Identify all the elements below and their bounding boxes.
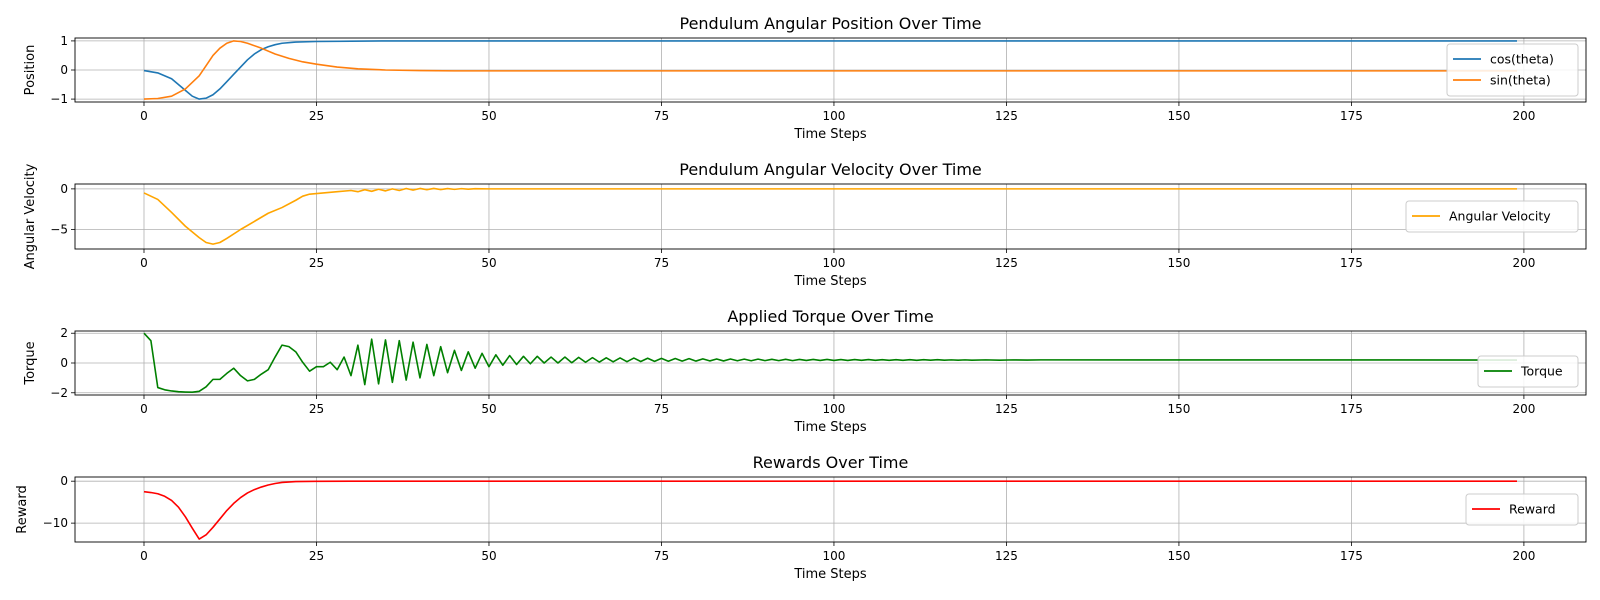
- x-tick-label: 125: [995, 549, 1018, 563]
- y-tick-label: 1: [60, 34, 68, 48]
- x-tick-label: 25: [309, 256, 324, 270]
- legend-box: [1477, 355, 1579, 388]
- x-tick-label: 75: [654, 109, 669, 123]
- grid: [75, 331, 1586, 395]
- x-tick-label: 150: [1167, 402, 1190, 416]
- legend: Reward: [1465, 493, 1579, 526]
- x-tick-label: 175: [1340, 109, 1363, 123]
- series-line-angular-velocity: [143, 187, 1517, 245]
- y-axis-label: Angular Velocity: [23, 163, 38, 269]
- y-tick-label: −10: [43, 516, 68, 530]
- y-tick-label: −5: [50, 223, 68, 237]
- x-tick-label: 25: [309, 109, 324, 123]
- chart-title: Rewards Over Time: [753, 453, 909, 472]
- series-line-cos-theta-: [143, 40, 1517, 100]
- y-tick-label: 2: [60, 326, 68, 340]
- x-tick-label: 200: [1512, 256, 1535, 270]
- legend: Angular Velocity: [1405, 200, 1579, 233]
- x-tick-label: 50: [481, 402, 496, 416]
- grid: [75, 38, 1586, 102]
- x-tick-label: 25: [309, 402, 324, 416]
- series-line-torque: [143, 332, 1518, 393]
- x-tick-label: 200: [1512, 549, 1535, 563]
- legend-entry: Torque: [1520, 364, 1563, 379]
- x-tick-label: 125: [995, 256, 1018, 270]
- y-tick-label: 0: [60, 474, 68, 488]
- subplot-3: 0 25 50 75 100 125 150 175 200 −2 0 2 Applied Torque…: [23, 307, 1587, 435]
- y-axis-label: Position: [23, 45, 38, 96]
- legend-box: [1446, 43, 1579, 97]
- chart-title: Pendulum Angular Velocity Over Time: [679, 160, 982, 179]
- x-axis-label: Time Steps: [793, 127, 867, 142]
- x-tick-label: 125: [995, 402, 1018, 416]
- legend-box: [1465, 493, 1579, 526]
- y-axis-label: Torque: [23, 341, 38, 385]
- x-axis-label: Time Steps: [793, 274, 867, 289]
- x-tick-label: 100: [822, 402, 845, 416]
- x-tick-label: 200: [1512, 109, 1535, 123]
- x-tick-label: 175: [1340, 402, 1363, 416]
- x-tick-label: 50: [481, 109, 496, 123]
- legend: cos(theta) sin(theta): [1446, 43, 1579, 97]
- x-axis-label: Time Steps: [793, 420, 867, 435]
- chart-title: Applied Torque Over Time: [727, 307, 933, 326]
- series-lines: [143, 332, 1518, 393]
- x-tick-label: 0: [140, 109, 148, 123]
- subplot-4: 0 25 50 75 100 125 150 175 200 −10 0 Rewards Over T…: [15, 453, 1587, 582]
- x-tick-label: 100: [822, 549, 845, 563]
- y-tick-label: 0: [60, 356, 68, 370]
- x-tick-label: 75: [654, 402, 669, 416]
- x-tick-label: 75: [654, 256, 669, 270]
- y-axis-label: Reward: [15, 485, 30, 533]
- x-tick-label: 175: [1340, 256, 1363, 270]
- axes-frame: [74, 183, 1587, 250]
- y-tick-label: −1: [50, 92, 68, 106]
- legend-entry: sin(theta): [1490, 73, 1551, 88]
- legend-box: [1405, 200, 1579, 233]
- subplot-1: 0 25 50 75 100 125 150 175 200 −1 0 1 Pendulum Angul…: [23, 14, 1587, 142]
- series-lines: [143, 480, 1517, 540]
- x-tick-label: 150: [1167, 549, 1190, 563]
- legend-entry: cos(theta): [1490, 52, 1554, 67]
- x-tick-label: 100: [822, 109, 845, 123]
- series-lines: [143, 40, 1517, 100]
- axes-frame: [74, 476, 1587, 543]
- x-tick-label: 100: [822, 256, 845, 270]
- x-tick-label: 175: [1340, 549, 1363, 563]
- legend-entry: Reward: [1509, 502, 1556, 517]
- x-tick-label: 0: [140, 256, 148, 270]
- y-tick-label: 0: [60, 63, 68, 77]
- x-tick-label: 200: [1512, 402, 1535, 416]
- grid: [75, 477, 1586, 542]
- x-tick-label: 0: [140, 549, 148, 563]
- x-tick-label: 50: [481, 256, 496, 270]
- y-tick-label: −2: [50, 386, 68, 400]
- x-tick-label: 150: [1167, 256, 1190, 270]
- y-tick-label: 0: [60, 182, 68, 196]
- chart-title: Pendulum Angular Position Over Time: [679, 14, 981, 33]
- subplot-2: 0 25 50 75 100 125 150 175 200 −5 0 Pendulum Angula…: [23, 160, 1587, 289]
- x-tick-label: 25: [309, 549, 324, 563]
- x-tick-label: 50: [481, 549, 496, 563]
- x-tick-label: 125: [995, 109, 1018, 123]
- x-tick-label: 75: [654, 549, 669, 563]
- series-line-reward: [143, 480, 1517, 540]
- series-lines: [143, 187, 1517, 245]
- x-tick-label: 150: [1167, 109, 1190, 123]
- x-axis-label: Time Steps: [793, 567, 867, 582]
- x-tick-label: 0: [140, 402, 148, 416]
- legend: Torque: [1477, 355, 1579, 388]
- series-line-sin-theta-: [143, 40, 1517, 100]
- grid: [75, 184, 1586, 249]
- legend-entry: Angular Velocity: [1449, 209, 1551, 224]
